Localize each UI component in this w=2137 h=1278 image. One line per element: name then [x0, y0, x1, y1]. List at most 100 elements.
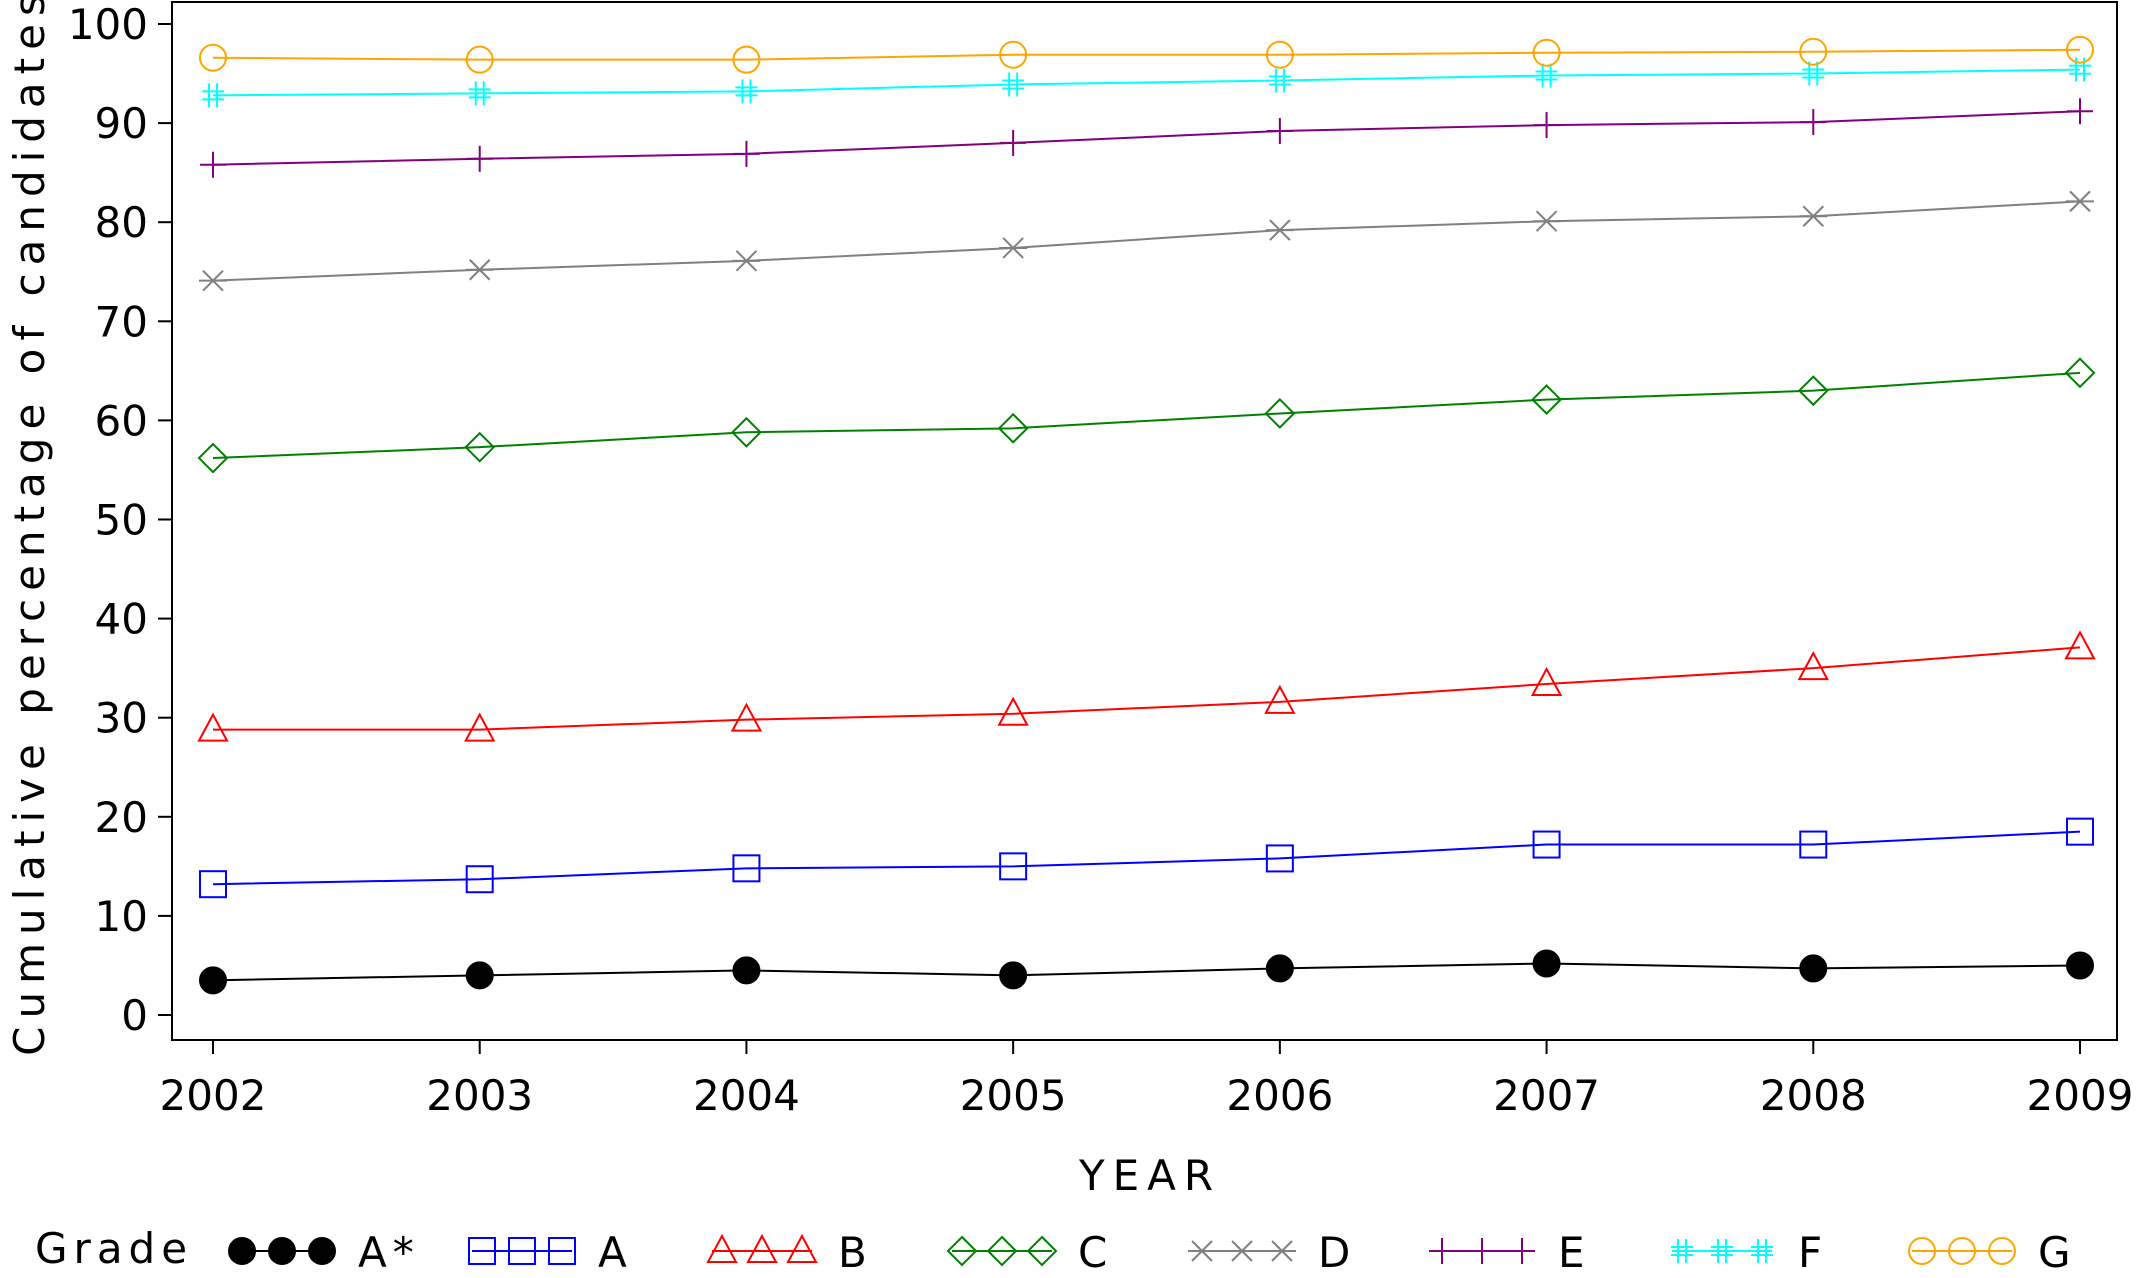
data-point [999, 237, 1028, 259]
legend-label: A* [358, 1228, 420, 1273]
legend-label: C [1078, 1228, 1113, 1273]
y-tick-label: 10 [95, 892, 148, 941]
data-point [464, 431, 496, 463]
legend-item: B [706, 1228, 867, 1277]
legend-marker [1711, 1239, 1733, 1263]
legend-marker [986, 1235, 1018, 1267]
x-tick-label: 2003 [426, 1071, 533, 1120]
legend-item: C [946, 1228, 1113, 1277]
legend-marker [548, 1237, 576, 1265]
x-tick-label: 2002 [160, 1071, 267, 1120]
legend-marker [786, 1233, 818, 1263]
data-point [1533, 112, 1560, 139]
series-line [212, 962, 2081, 982]
data-point [466, 145, 493, 172]
data-point [199, 43, 227, 72]
legend-marker [1948, 1237, 1976, 1265]
y-tick-label: 20 [95, 793, 148, 842]
series-3 [197, 357, 2096, 474]
legend-label: F [1798, 1228, 1828, 1273]
legend-title: Grade [35, 1224, 193, 1273]
data-point [733, 140, 760, 167]
y-tick-label: 50 [95, 496, 148, 545]
series-0 [199, 949, 2094, 995]
series-6 [202, 57, 2091, 108]
data-point [2066, 190, 2094, 213]
legend-marker [1509, 1238, 1535, 1264]
legend-item: F [1671, 1228, 1828, 1277]
y-tick-label: 30 [95, 694, 148, 743]
series-4 [199, 190, 2094, 292]
legend-marker [1188, 1240, 1216, 1262]
legend-label: D [1318, 1228, 1356, 1273]
x-tick-label: 2007 [1493, 1071, 1600, 1120]
data-point [1800, 109, 1827, 136]
series-line [212, 48, 2081, 61]
legend-item: E [1429, 1228, 1591, 1277]
data-point [732, 45, 761, 74]
legend-marker [1751, 1239, 1773, 1263]
y-tick-label: 40 [95, 595, 148, 644]
data-point [1799, 205, 1828, 227]
data-point [2064, 630, 2096, 660]
y-axis: 0 10 20 30 40 50 60 70 80 90 100 [68, 0, 172, 1040]
legend-marker [1429, 1238, 1455, 1264]
data-point [1265, 954, 1294, 983]
legend-label: G [2038, 1228, 2077, 1273]
data-point [200, 151, 226, 178]
series-line [212, 371, 2081, 460]
legend-marker [468, 1237, 496, 1265]
data-point [999, 852, 1028, 881]
x-tick-label: 2006 [1226, 1071, 1333, 1120]
data-point [2066, 951, 2094, 980]
data-point [732, 250, 761, 272]
data-point [732, 956, 761, 985]
data-point [464, 712, 496, 742]
data-point [1532, 830, 1561, 859]
data-point [1265, 219, 1294, 241]
data-point [1532, 210, 1561, 232]
legend-marker [1026, 1235, 1058, 1267]
x-tick-label: 2005 [960, 1071, 1067, 1120]
data-point [735, 79, 758, 104]
legend-label: E [1558, 1228, 1591, 1273]
data-point [465, 865, 494, 894]
series-line [212, 110, 2081, 166]
data-point [1265, 844, 1294, 873]
data-point [202, 83, 224, 108]
legend-label: A [598, 1228, 633, 1273]
data-point [732, 854, 761, 883]
legend-marker [706, 1233, 738, 1263]
series-7 [199, 35, 2094, 74]
data-point [999, 40, 1028, 69]
data-point [997, 696, 1029, 726]
legend-marker [308, 1237, 336, 1265]
legend-marker [228, 1237, 256, 1265]
x-axis: 2002 2003 2004 2005 2006 2007 2008 2009 [160, 1040, 2134, 1120]
legend-marker [1908, 1237, 1936, 1265]
x-tick-label: 2008 [1760, 1071, 1867, 1120]
data-point [1264, 398, 1296, 429]
y-tick-label: 90 [95, 99, 148, 148]
y-tick-label: 70 [95, 297, 148, 346]
data-point [1797, 375, 1829, 407]
data-point [465, 961, 494, 990]
data-point [465, 45, 494, 74]
legend-marker [1469, 1238, 1495, 1264]
data-point [1532, 949, 1561, 978]
legend-marker [1671, 1239, 1693, 1263]
plot-frame [171, 1, 2118, 1041]
data-point [2066, 35, 2094, 64]
data-point [199, 870, 227, 899]
legend-item: A* [228, 1228, 420, 1277]
data-point [199, 966, 227, 995]
x-tick-label: 2009 [2027, 1071, 2134, 1120]
data-point [1802, 61, 1825, 86]
series-2 [197, 630, 2096, 742]
x-axis-title: YEAR [1078, 1151, 1221, 1200]
legend-marker [946, 1235, 978, 1267]
series-layer [197, 35, 2096, 995]
legend-marker [1228, 1240, 1256, 1262]
